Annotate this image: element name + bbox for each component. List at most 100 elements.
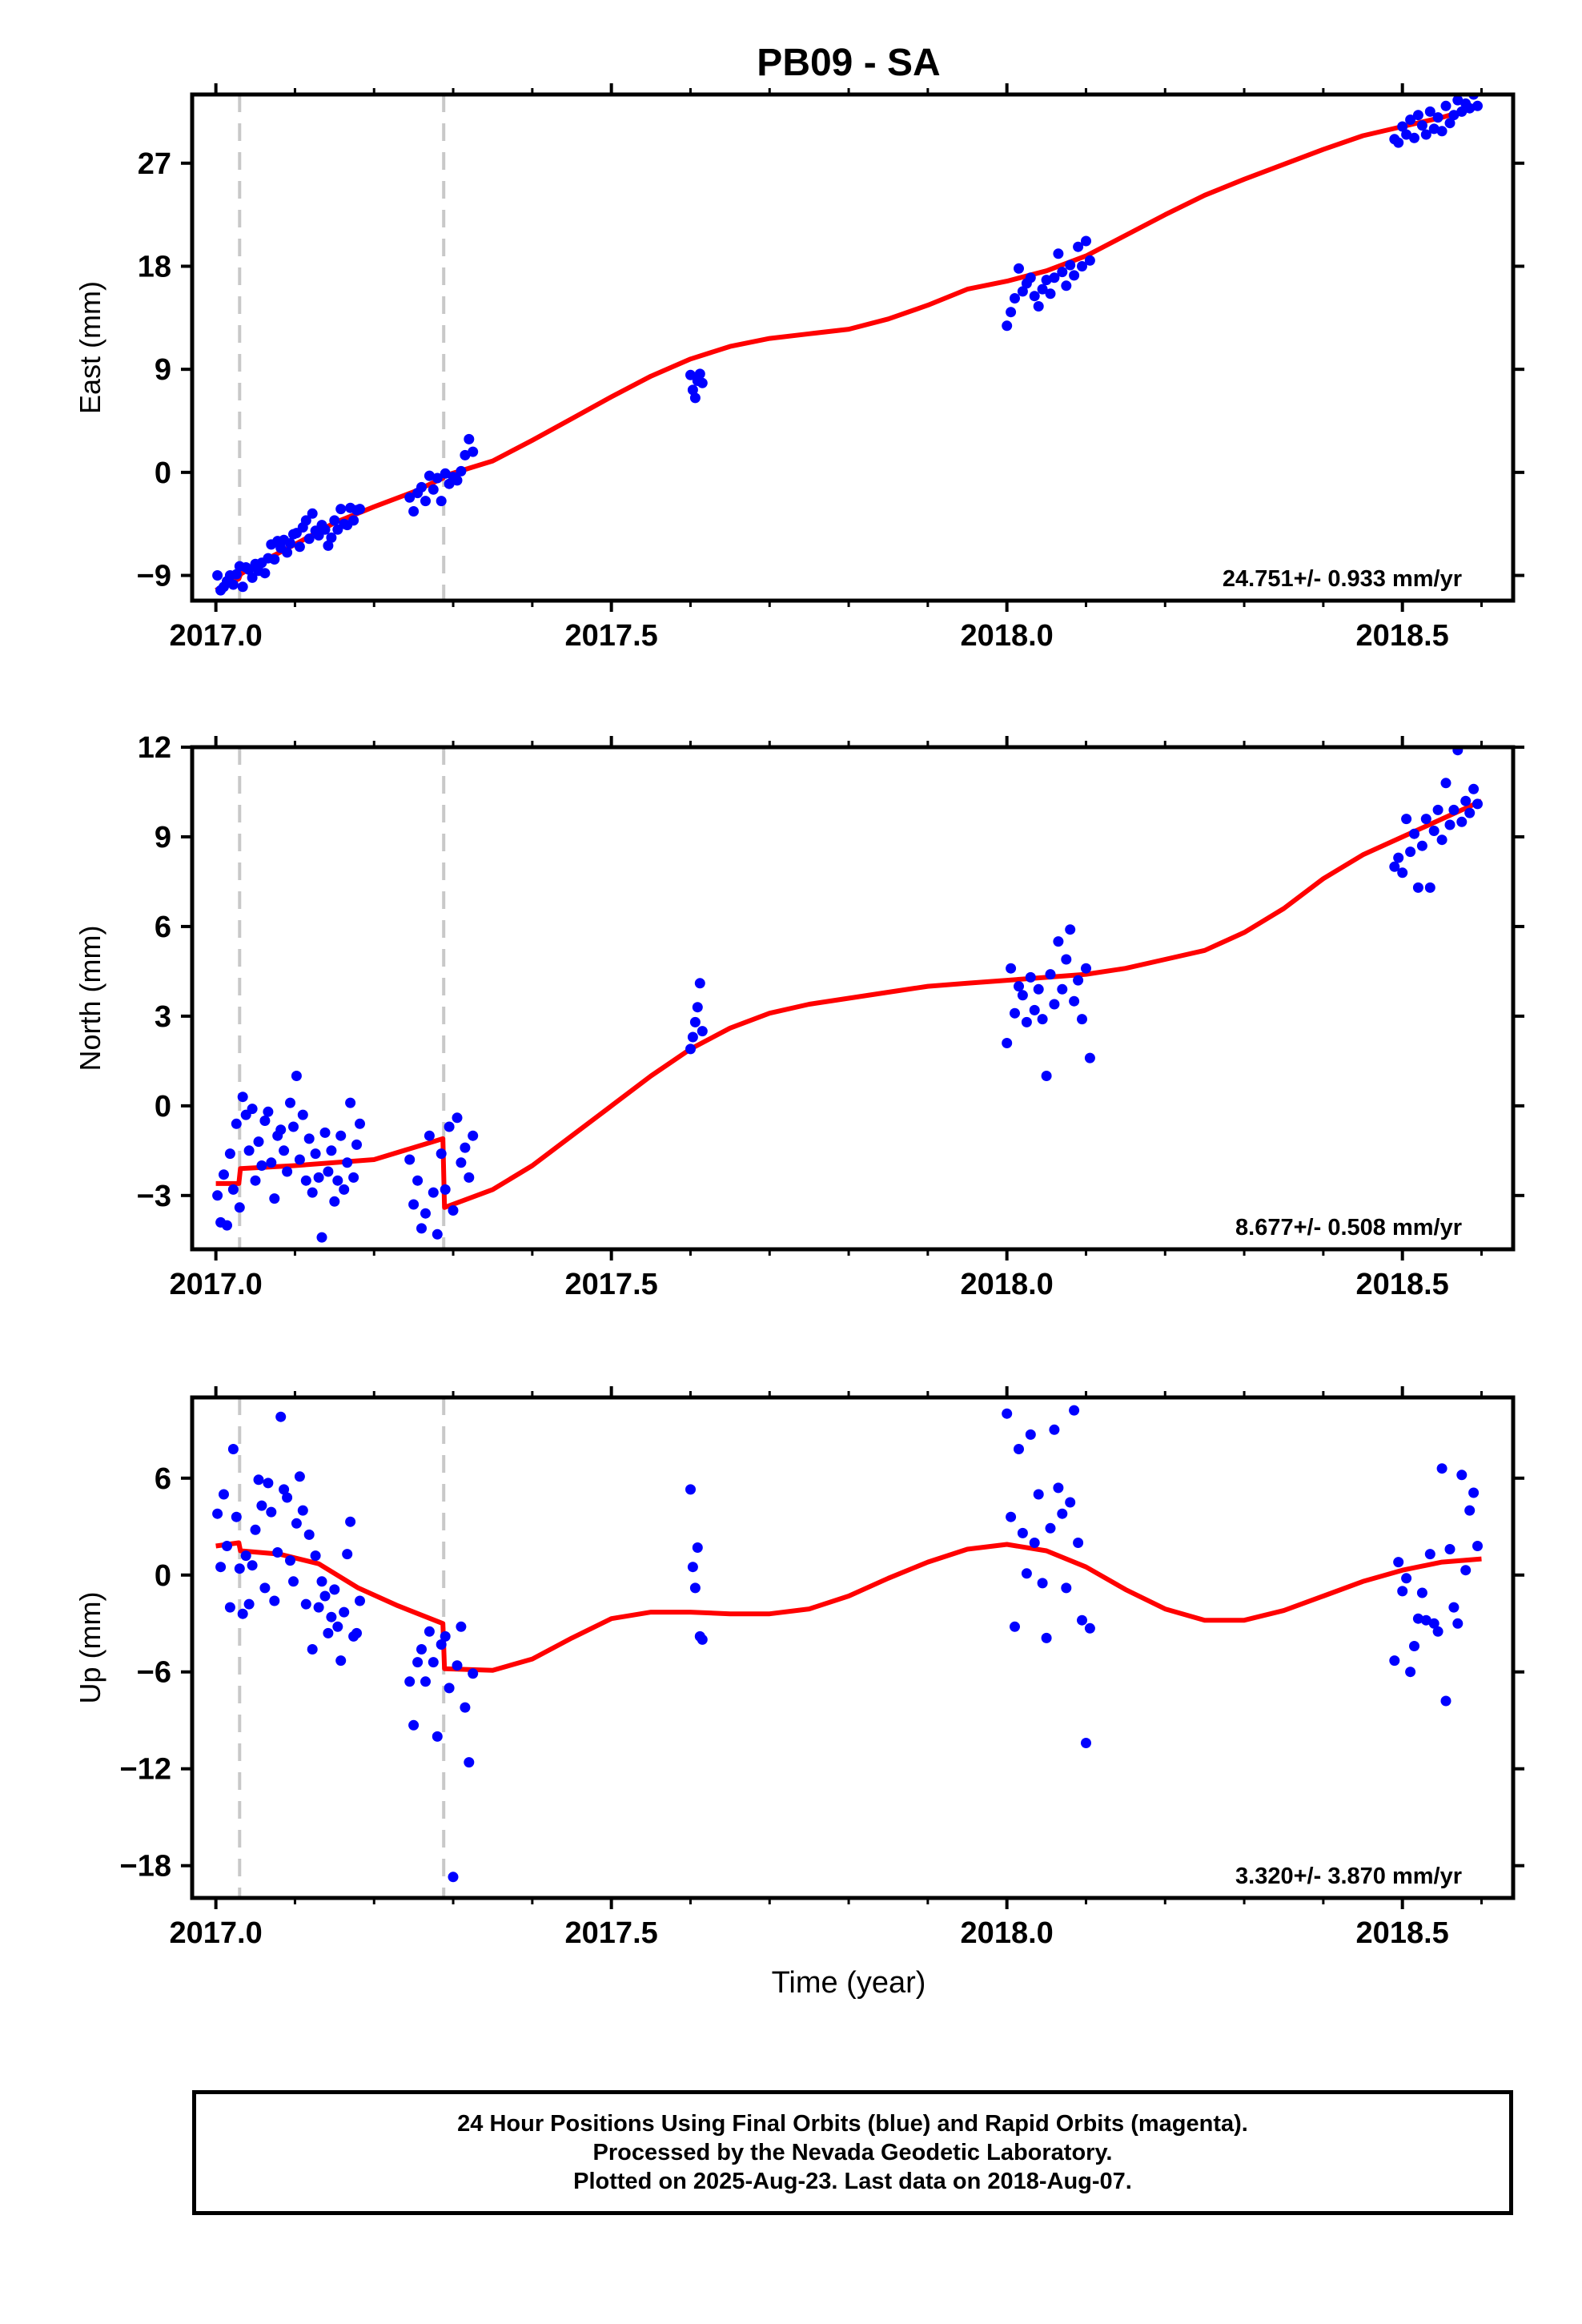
east-data-point [428,484,439,495]
up-data-point [272,1547,283,1558]
east-data-point [231,569,242,580]
east-data-point [436,496,447,507]
north-data-point [300,1175,311,1186]
north-data-point [307,1187,318,1198]
up-data-point [335,1655,347,1667]
east-data-point [335,504,347,515]
east-data-point [1049,272,1060,283]
north-data-point [1065,924,1076,935]
up-xlabel: Time (year) [772,1966,926,2000]
north-ytick-label: −3 [137,1180,171,1213]
up-data-point [687,1562,698,1573]
north-data-point [692,1002,703,1013]
north-model-line [215,798,1483,1210]
north-data-point [1428,826,1439,836]
up-event-lines [238,1397,446,1898]
east-ytick-label: 9 [155,353,171,387]
up-data-point [222,1541,232,1551]
up-data-point [420,1676,431,1687]
east-rate-label: 24.751+/- 0.933 mm/yr [1223,566,1462,592]
east-data-point [1409,132,1419,143]
up-data-point [1002,1408,1013,1419]
north-axes-frame [190,745,1516,1252]
up-data-point [263,1478,274,1489]
up-rate-label: 3.320+/- 3.870 mm/yr [1235,1864,1462,1889]
up-data-point [456,1621,467,1632]
north-data-point [1389,861,1400,872]
north-data-point [269,1193,280,1204]
up-data-point [428,1657,439,1668]
north-data-point [1409,828,1419,839]
north-data-point [275,1124,287,1136]
north-data-point [339,1184,350,1195]
east-data-point [404,492,416,503]
east-data-point [1017,286,1028,297]
north-data-point [440,1184,451,1195]
up-data-point [1448,1602,1460,1613]
up-data-point [326,1611,337,1622]
east-model-curve [215,103,1483,593]
up-ytick-label: −6 [137,1656,171,1690]
east-data-point [269,554,280,565]
north-data-point [294,1154,305,1165]
north-data-point [448,1205,459,1216]
north-data-point [282,1166,293,1177]
north-xtick-label: 2017.0 [170,1268,263,1301]
north-data-point [1432,804,1443,815]
up-data-point [307,1644,318,1655]
east-ytick-label: −9 [137,560,171,593]
footer-line-2: Processed by the Nevada Geodetic Laborat… [592,2140,1113,2165]
up-data-point [345,1516,356,1527]
north-data-point [329,1196,340,1207]
east-data-point [247,572,258,583]
east-data-point [1061,280,1072,292]
east-data-point [1405,115,1416,125]
north-data-point [1045,969,1056,980]
up-data-point [1065,1497,1076,1508]
east-data-point [355,504,365,515]
east-data-point [237,581,248,593]
up-data-point [282,1492,293,1503]
east-data-point [1428,123,1439,135]
up-data-point [460,1702,471,1713]
up-data-point [1081,1738,1091,1748]
north-ytick-label: 12 [138,731,171,765]
east-data-point [212,570,223,581]
up-data-point [685,1484,696,1495]
up-data-point [436,1639,447,1650]
up-data-point [219,1489,229,1500]
up-data-point [1045,1522,1056,1534]
up-data-point [1401,1573,1412,1584]
up-xtick-label: 2018.0 [961,1916,1054,1950]
up-data-point [310,1550,321,1562]
up-data-point [1006,1511,1017,1522]
up-data-point [1010,1621,1020,1632]
east-data-point [1033,301,1044,312]
north-data-point [1021,1016,1032,1027]
up-ytick-label: −12 [120,1753,171,1787]
north-xtick-label: 2018.5 [1356,1268,1449,1301]
east-data-point [326,532,337,543]
north-data-point [1401,814,1412,825]
north-data-point [1037,1014,1048,1025]
north-data-point [1456,816,1468,827]
up-data-point [355,1595,365,1606]
north-data-point [1077,1014,1087,1025]
north-data-point [1464,807,1476,818]
up-data-point [275,1411,287,1422]
east-data-point [694,368,705,380]
up-data-point [294,1471,305,1482]
east-data-point [1424,106,1435,117]
north-data-points [212,747,1483,1243]
east-data-point [1464,103,1476,114]
up-data-point [237,1608,248,1619]
east-data-point [1037,283,1048,295]
up-data-point [323,1627,334,1638]
north-data-point [303,1133,315,1144]
up-data-point [247,1560,258,1571]
north-data-point [224,1148,235,1160]
east-xtick-label: 2018.5 [1356,619,1449,653]
east-data-point [689,392,701,404]
east-data-point [1057,267,1068,278]
north-data-point [259,1116,271,1126]
